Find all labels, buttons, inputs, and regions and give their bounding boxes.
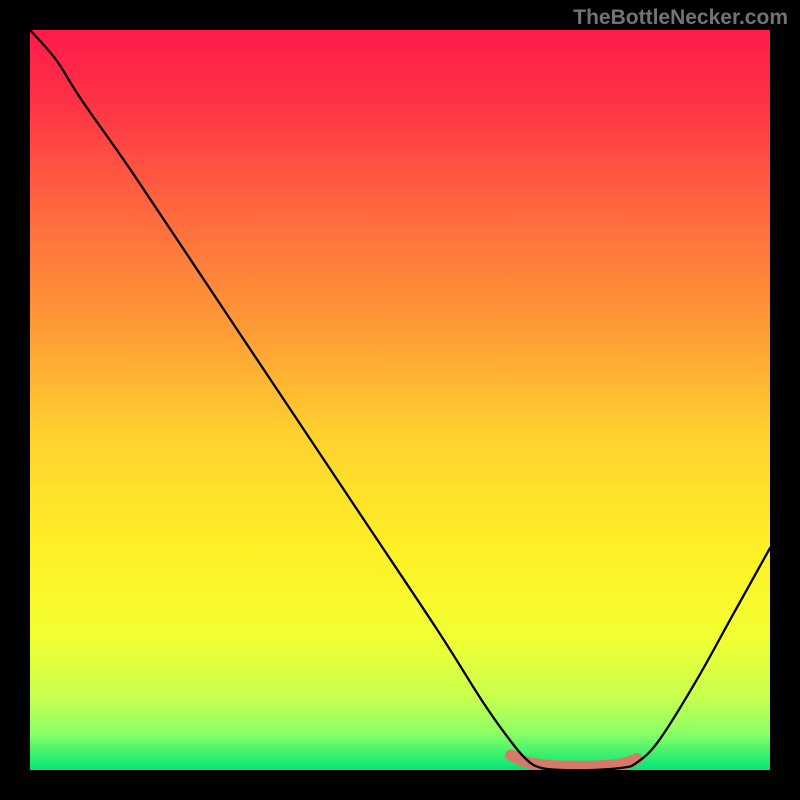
plot-area xyxy=(30,30,770,770)
watermark-text: TheBottleNecker.com xyxy=(573,6,788,30)
bottleneck-curve-chart xyxy=(30,30,770,770)
gradient-background xyxy=(30,30,770,770)
chart-frame: TheBottleNecker.com xyxy=(0,0,800,800)
